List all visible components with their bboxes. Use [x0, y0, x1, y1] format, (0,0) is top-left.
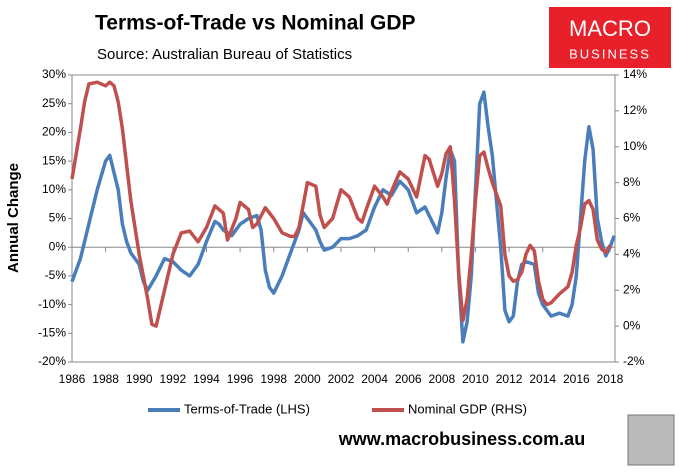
y-tick-label: 20%	[42, 125, 66, 139]
y-tick-label: 5%	[49, 211, 67, 225]
series-line	[70, 80, 612, 328]
x-tick-label: 2006	[395, 372, 422, 386]
chart-subtitle: Source: Australian Bureau of Statistics	[97, 46, 352, 63]
x-tick-label: 2012	[496, 372, 523, 386]
plot-border	[71, 74, 616, 363]
x-tick-label: 1998	[260, 372, 287, 386]
x-tick-label: 1992	[160, 372, 187, 386]
logo-box	[549, 7, 671, 68]
x-tick-label: 2016	[563, 372, 590, 386]
chart-title: Terms-of-Trade vs Nominal GDP	[95, 12, 416, 35]
x-tick-label: 1996	[227, 372, 254, 386]
y2-tick-label: 6%	[623, 211, 641, 225]
y-tick-label: 30%	[42, 67, 66, 81]
x-tick-label: 2008	[428, 372, 455, 386]
x-tick-label: 1994	[193, 372, 220, 386]
y2-tick-label: 4%	[623, 247, 641, 261]
logo-image	[627, 414, 675, 466]
x-tick-label: 2000	[294, 372, 321, 386]
x-tick-label: 2010	[462, 372, 489, 386]
series-line	[70, 90, 616, 344]
y-tick-label: -5%	[45, 268, 67, 282]
footer: www.macrobusiness.com.au	[338, 429, 585, 449]
y-tick-label: -10%	[38, 297, 66, 311]
y-axis-label: Annual Change	[5, 163, 22, 273]
y-tick-label: 0%	[49, 239, 67, 253]
x-tick-label: 1990	[126, 372, 153, 386]
legend-label: Terms-of-Trade (LHS)	[184, 401, 310, 416]
x-tick-label: 2002	[328, 372, 355, 386]
y2-tick-label: 0%	[623, 318, 641, 332]
x-tick-label: 1988	[92, 372, 119, 386]
y2-tick-label: 2%	[623, 282, 641, 296]
y-tick-label: 15%	[42, 153, 66, 167]
y2-tick-label: 10%	[623, 139, 647, 153]
y2-tick-label: 12%	[623, 103, 647, 117]
legend-label: Nominal GDP (RHS)	[408, 401, 527, 416]
y-tick-label: 10%	[42, 182, 66, 196]
y2-tick-label: 14%	[623, 67, 647, 81]
y-tick-label: -15%	[38, 325, 66, 339]
logo-text: MACRO	[569, 16, 651, 41]
y2-tick-label: 8%	[623, 175, 641, 189]
x-tick-label: 2014	[529, 372, 556, 386]
y-tick-label: -20%	[38, 354, 66, 368]
x-tick-label: 2004	[361, 372, 388, 386]
x-tick-label: 1986	[59, 372, 86, 386]
logo-text: BUSINESS	[569, 46, 651, 61]
y2-tick-label: -2%	[623, 354, 645, 368]
y-tick-label: 25%	[42, 96, 66, 110]
x-tick-label: 2018	[597, 372, 624, 386]
